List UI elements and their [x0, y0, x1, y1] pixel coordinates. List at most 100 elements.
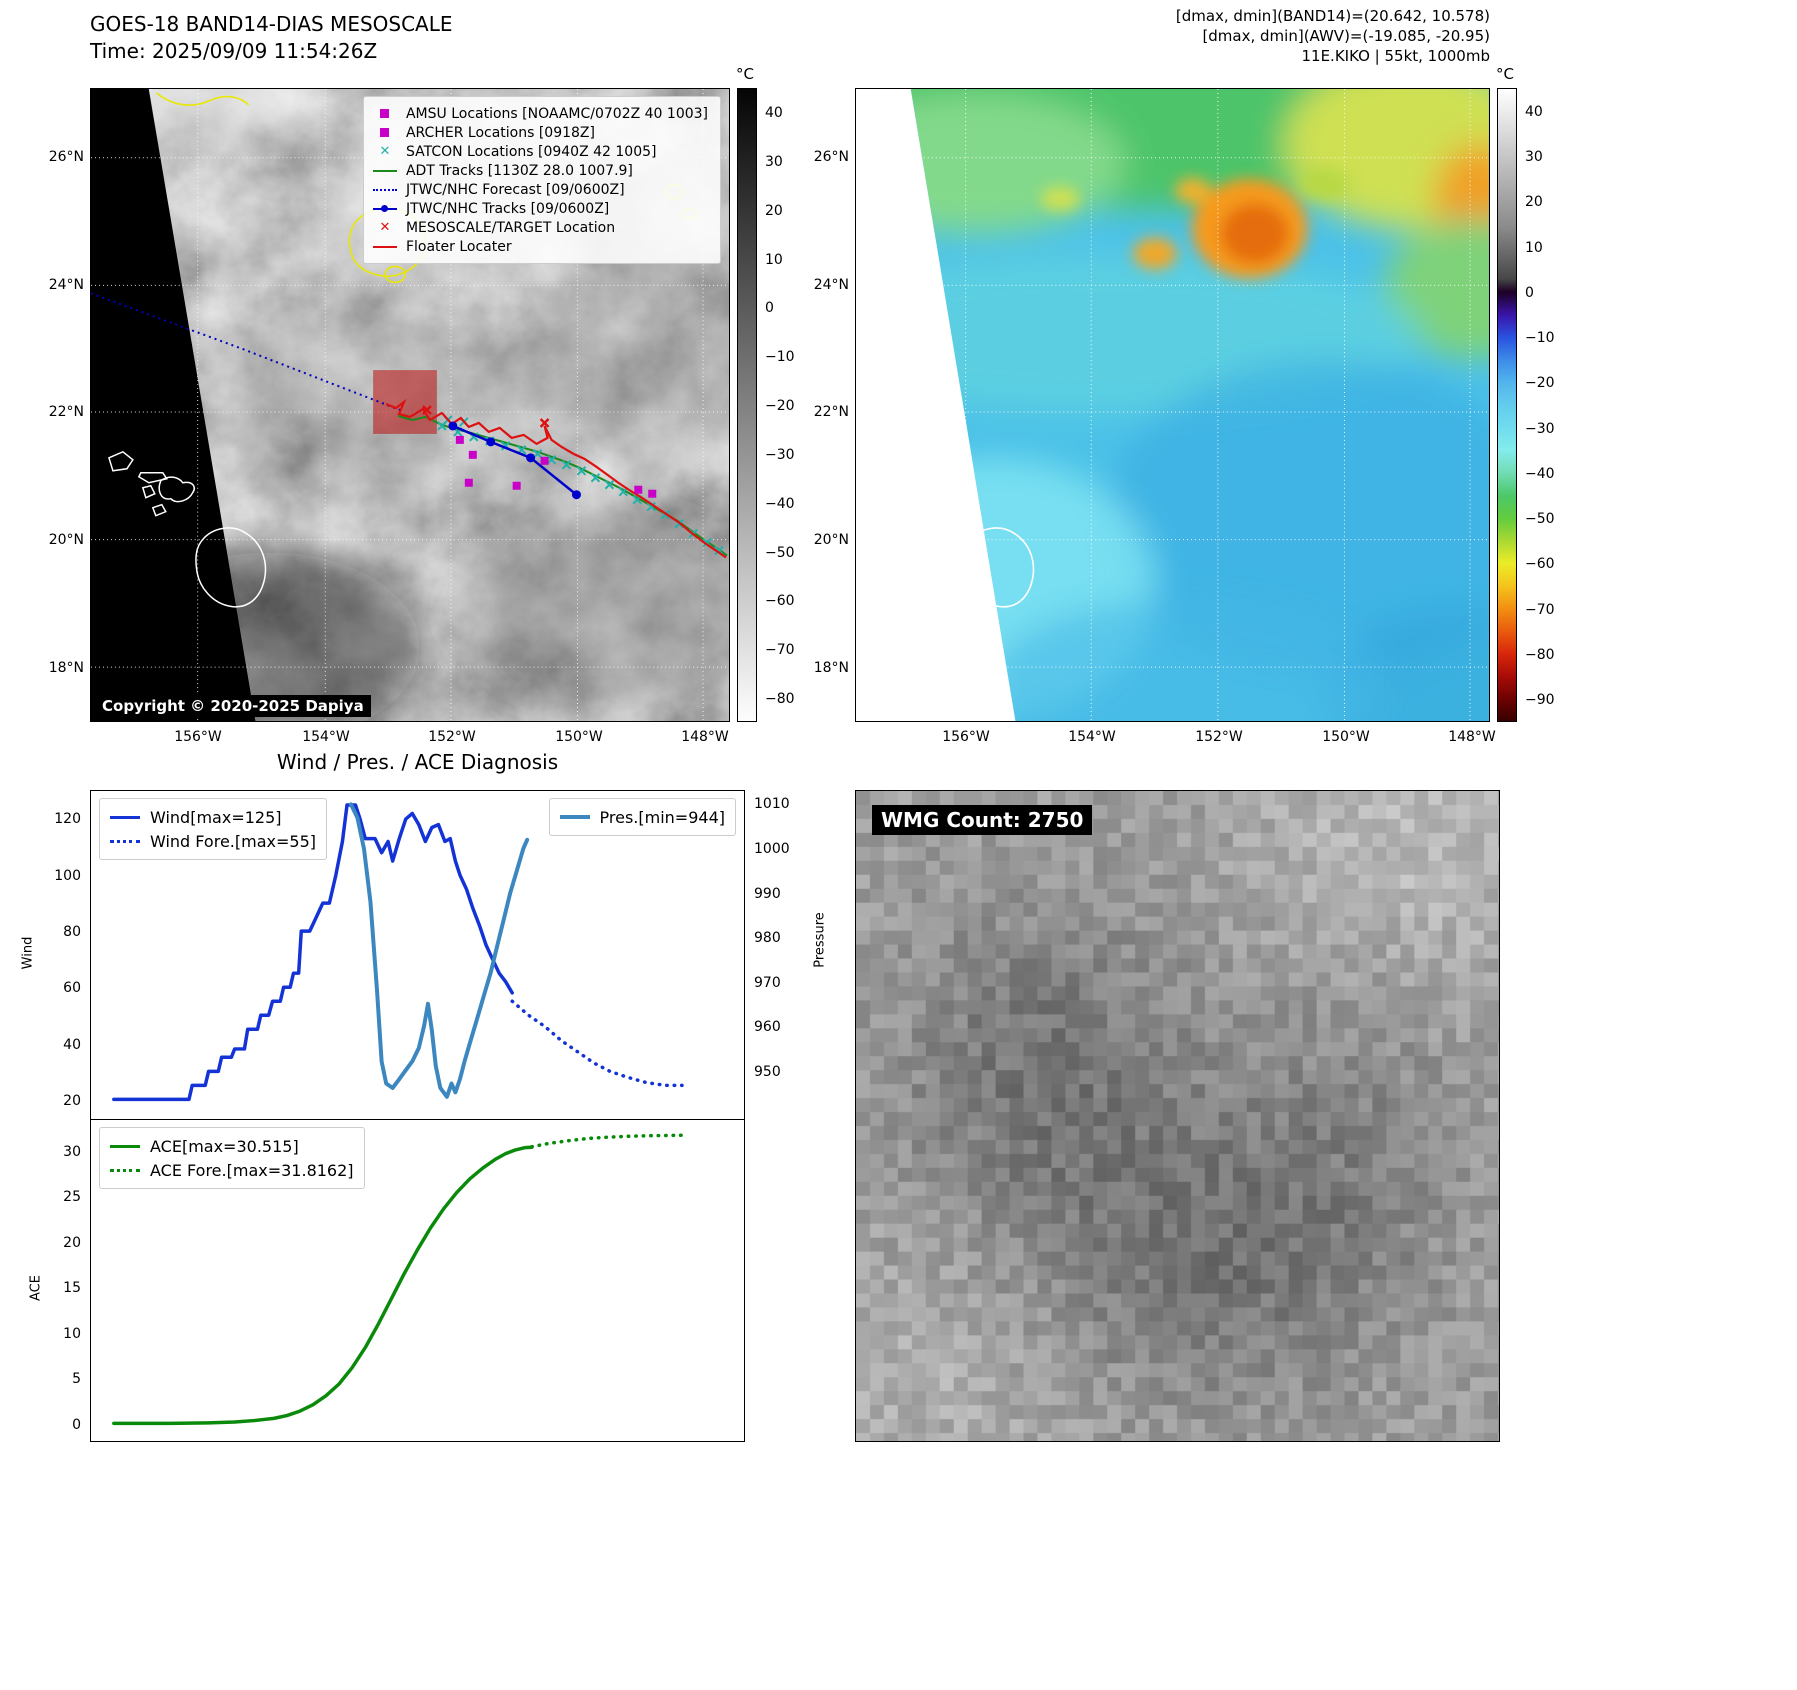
legend-label: Wind[max=125] — [150, 807, 282, 827]
colorbar-tick-label: 10 — [765, 251, 783, 268]
legend-label: Pres.[min=944] — [599, 807, 725, 827]
y-tick-label: 1010 — [754, 796, 790, 813]
band14-map-panel: AMSU Locations [NOAAMC/0702Z 40 1003] AR… — [49, 88, 730, 745]
wind-axis-label: Wind — [20, 936, 36, 970]
y-tick-label: 15 — [63, 1280, 81, 1297]
colorbar-tick-label: 40 — [765, 105, 783, 121]
jtwc-track — [448, 421, 581, 500]
map-legend: AMSU Locations [NOAAMC/0702Z 40 1003] AR… — [362, 96, 721, 264]
legend-item: JTWC/NHC Forecast [09/0600Z] — [372, 180, 708, 199]
legend-label: ACE Fore.[max=31.8162] — [150, 1160, 354, 1180]
wind-forecast-dotted-icon — [110, 839, 140, 843]
grid — [856, 89, 1489, 721]
adt-line-icon — [372, 169, 398, 172]
lat-tick-label: 22°N — [813, 404, 849, 420]
y-tick-label: 980 — [754, 930, 781, 947]
y-tick-label: 10 — [63, 1325, 81, 1342]
wmg-panel: WMG Count: 2750 — [855, 790, 1500, 1442]
lon-tick-label: 148°W — [681, 729, 729, 745]
colorbar-tick-label: −80 — [1525, 646, 1555, 663]
legend-label: ARCHER Locations [0918Z] — [405, 124, 595, 141]
y-tick-label: 20 — [63, 1234, 81, 1251]
lon-tick-label: 150°W — [1322, 729, 1370, 745]
legend-label: JTWC/NHC Forecast [09/0600Z] — [405, 181, 625, 198]
colorbar-unit: °C — [736, 65, 754, 83]
lon-tick-label: 152°W — [1195, 729, 1243, 745]
legend-item: JTWC/NHC Tracks [09/0600Z] — [372, 199, 708, 218]
colorbar-tick-label: −10 — [1525, 330, 1555, 347]
pressure-legend: Pres.[min=944] — [548, 798, 736, 836]
colorbar-tick-label: 10 — [1525, 239, 1543, 256]
lat-tick-label: 26°N — [48, 149, 84, 165]
colorbar-tick-label: −20 — [1525, 375, 1555, 392]
dmax-dmin-awv: [dmax, dmin](AWV)=(-19.085, -20.95) — [1202, 27, 1490, 45]
series-Wind Fore.[max=55] — [510, 999, 684, 1088]
colorbar-tick-label: −50 — [1525, 511, 1555, 528]
colorbar-tick-label: 20 — [1525, 194, 1543, 211]
colorbar-tick-label: −10 — [765, 349, 795, 366]
colorbar-tick-label: 20 — [765, 202, 783, 219]
legend-item: ARCHER Locations [0918Z] — [372, 123, 708, 142]
wmg-image — [856, 791, 1499, 1441]
amsu-archer-markers — [455, 435, 657, 498]
left-map-title: GOES-18 BAND14-DIAS MESOSCALE — [90, 12, 453, 36]
legend-item: ✕ MESOSCALE/TARGET Location — [372, 218, 708, 237]
legend-label: AMSU Locations [NOAAMC/0702Z 40 1003] — [405, 105, 708, 122]
forecast-dotted-icon — [372, 188, 398, 191]
lon-tick-label: 156°W — [942, 729, 990, 745]
ace-legend: ACE[max=30.515] ACE Fore.[max=31.8162] — [99, 1127, 365, 1189]
pressure-axis-label: Pressure — [812, 912, 828, 968]
lat-tick-label: 22°N — [48, 404, 84, 420]
colorbar-tick-label: −50 — [765, 544, 795, 561]
colorbar-unit: °C — [1496, 65, 1514, 83]
ace-line-icon — [110, 1144, 140, 1148]
legend-label: ACE[max=30.515] — [150, 1136, 299, 1156]
y-tick-label: 5 — [72, 1371, 81, 1388]
y-tick-label: 950 — [754, 1063, 781, 1080]
diagnosis-title: Wind / Pres. / ACE Diagnosis — [276, 750, 559, 774]
colorbar-tick-label: −60 — [1525, 556, 1555, 573]
big-island-outline — [963, 527, 1035, 608]
big-island-outline — [195, 527, 267, 608]
wmg-count-label: WMG Count: 2750 — [872, 805, 1093, 835]
colorbar-tick-label: 0 — [765, 300, 774, 317]
ace-axis-label: ACE — [28, 1275, 44, 1301]
y-tick-label: 30 — [63, 1143, 81, 1160]
right-map-header: [dmax, dmin](BAND14)=(20.642, 10.578) [d… — [855, 6, 1490, 66]
lat-tick-label: 24°N — [48, 277, 84, 293]
floater-track — [385, 398, 727, 559]
wind-pressure-chart: 20 40 60 80 100 120 950 960 970 980 990 1000 1010 W… — [54, 790, 790, 1120]
track-linedot-icon — [372, 205, 398, 212]
series-Pres.[min=944] — [348, 802, 530, 1099]
hawaii-outlines — [108, 450, 267, 608]
oahu-outline — [108, 450, 134, 472]
ace-chart: 0 5 10 15 20 25 30 ACE[max=30.515] ACE Fore.[m… — [63, 1120, 745, 1442]
lanai-outline — [141, 484, 156, 499]
series-Wind[max=125] — [112, 803, 514, 1102]
kahoolawe-outline — [151, 503, 167, 517]
lon-tick-label: 152°W — [428, 729, 476, 745]
left-map-subtitle: Time: 2025/09/09 11:54:26Z — [90, 39, 378, 63]
ace-forecast-dotted-icon — [110, 1168, 140, 1172]
awv-colorbar: °C 40 30 20 10 0 −10 −20 −30 −40 −50 −60 −70 −80 −90 — [1496, 65, 1555, 722]
floater-line-icon — [372, 245, 398, 248]
storm-id-intensity: 11E.KIKO | 55kt, 1000mb — [1301, 47, 1490, 65]
y-tick-label: 25 — [63, 1189, 81, 1206]
lat-tick-label: 20°N — [48, 532, 84, 548]
colorbar-tick-label: −30 — [765, 446, 795, 463]
y-tick-label: 120 — [54, 811, 81, 828]
molokai-outline — [137, 472, 168, 484]
lon-tick-label: 154°W — [302, 729, 350, 745]
legend-label: MESOSCALE/TARGET Location — [405, 219, 616, 236]
colorbar-tick-label: −70 — [765, 642, 795, 659]
lat-tick-label: 18°N — [813, 660, 849, 676]
y-tick-label: 100 — [54, 867, 81, 884]
y-tick-label: 1000 — [754, 840, 790, 857]
archer-square-icon — [372, 128, 398, 137]
y-tick-label: 0 — [72, 1416, 81, 1433]
y-tick-label: 970 — [754, 974, 781, 991]
colorbar-tick-label: 30 — [765, 153, 783, 170]
series-ACE[max=30.515] — [112, 1145, 534, 1426]
y-tick-label: 40 — [63, 1036, 81, 1053]
